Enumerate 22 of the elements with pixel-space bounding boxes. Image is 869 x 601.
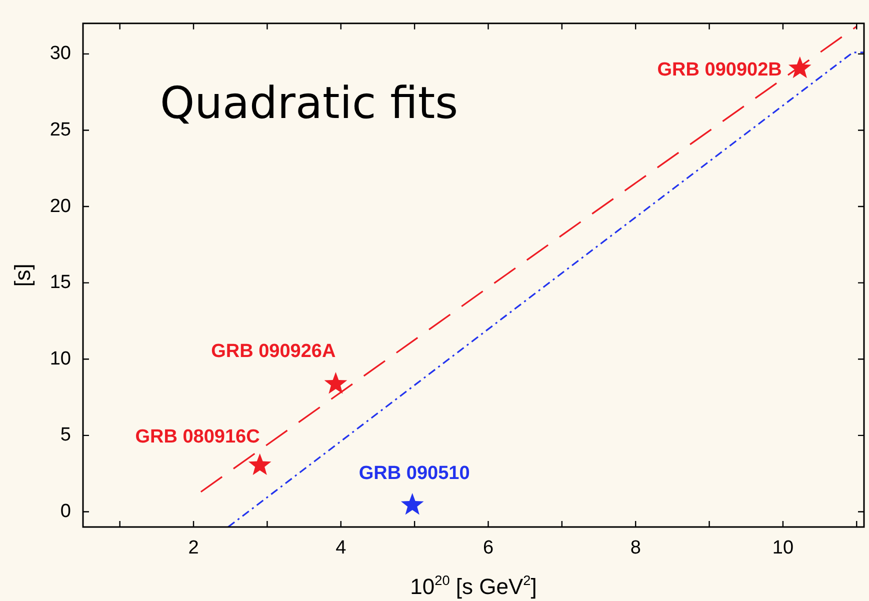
y-tick-label: 0: [60, 500, 71, 522]
y-tick-label: 30: [50, 43, 71, 64]
x-tick-label: 6: [482, 538, 494, 559]
y-tick-label: 15: [50, 272, 71, 294]
y-axis-title: [s]: [10, 264, 35, 287]
y-tick-label: 10: [50, 348, 71, 370]
x-tick-label: 10: [772, 538, 794, 559]
y-tick-label: 5: [60, 424, 71, 446]
y-tick-label: 20: [50, 196, 71, 217]
series-label: GRB 090902B: [657, 59, 782, 80]
point: [248, 453, 272, 476]
series-label: GRB 090926A: [211, 341, 336, 362]
y-tick-label: 25: [50, 119, 71, 140]
x-tick-label: 4: [336, 538, 347, 559]
x-tick-label: 8: [630, 538, 641, 559]
series-label: GRB 090510: [358, 463, 470, 484]
annotation: Quadratic fits: [160, 78, 458, 129]
point: [788, 56, 812, 78]
point: [324, 372, 348, 394]
x-tick-label: 2: [188, 538, 199, 559]
series-label: GRB 080916C: [135, 426, 260, 448]
point: [400, 493, 424, 515]
